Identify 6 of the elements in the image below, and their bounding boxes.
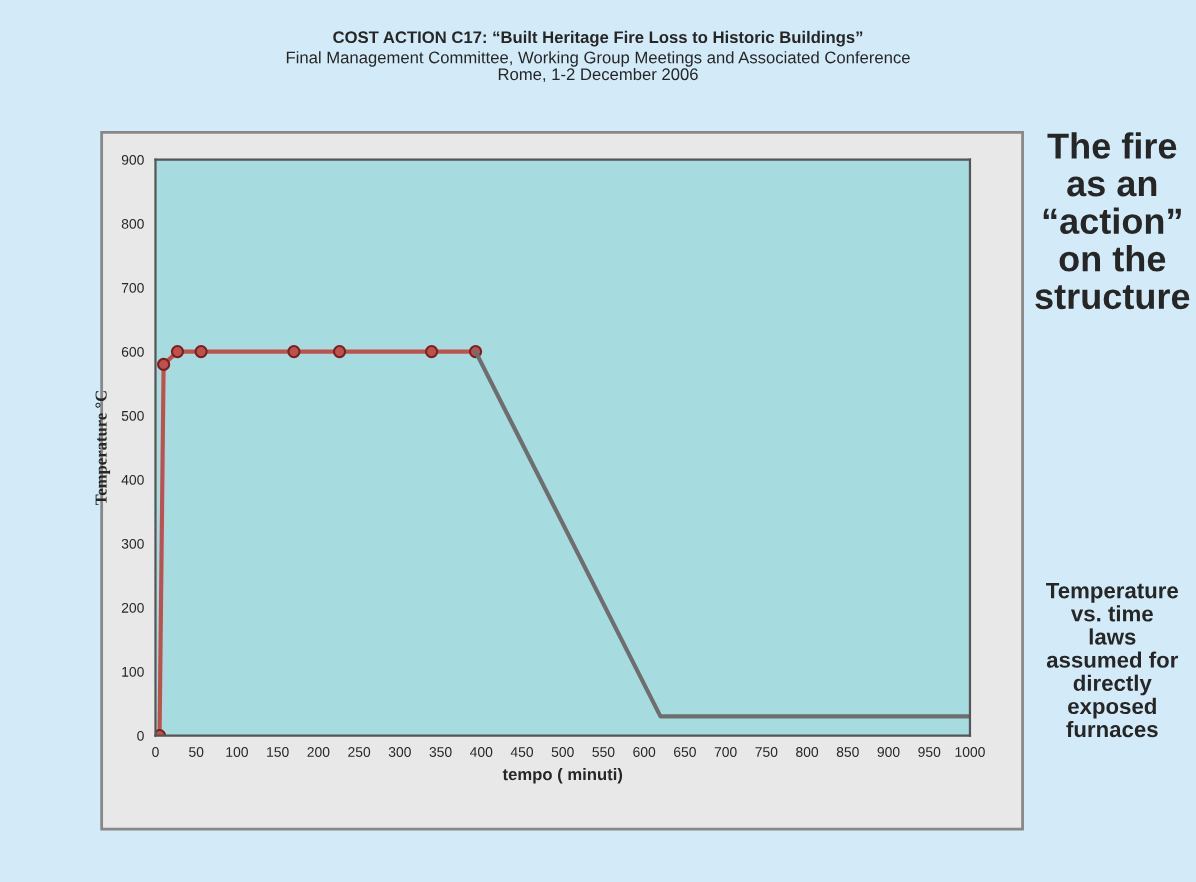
x-axis-title: tempo ( minuti) xyxy=(502,767,623,784)
y-axis-title: Temperature °C xyxy=(95,391,111,506)
chart-title: COST ACTION C17: “Built Heritage Fire Loss to Historic Buildings” xyxy=(333,30,863,47)
chart-subtitle: Final Management Committee, Working Group Meetings and Associated Conference Rome, 1-2 December 2006 xyxy=(286,51,910,83)
text: Temperature vs. time laws assumed for directly exposed furnaces xyxy=(1046,582,1179,738)
text: The fire as an “action” on the structure xyxy=(1035,132,1190,310)
